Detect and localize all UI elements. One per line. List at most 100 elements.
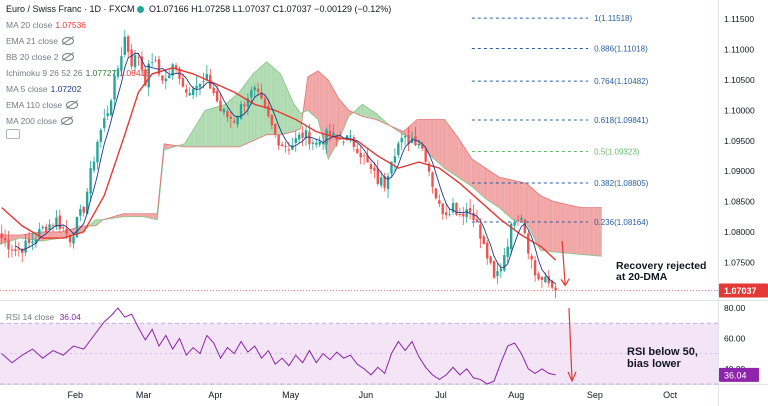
candle[interactable] — [99, 127, 103, 148]
hidden-eye-icon[interactable] — [61, 117, 74, 125]
candle[interactable] — [383, 172, 386, 192]
candle[interactable] — [116, 65, 120, 80]
candle[interactable] — [465, 202, 468, 223]
candle[interactable] — [7, 231, 10, 258]
candle[interactable] — [284, 141, 287, 153]
candle[interactable] — [393, 148, 397, 173]
candle[interactable] — [352, 134, 356, 152]
candle[interactable] — [369, 161, 373, 174]
candle[interactable] — [349, 129, 352, 143]
candle[interactable] — [198, 83, 202, 96]
candle[interactable] — [297, 131, 301, 144]
candle[interactable] — [181, 73, 185, 88]
candle[interactable] — [486, 239, 489, 265]
candle[interactable] — [113, 69, 116, 109]
candle[interactable] — [157, 55, 161, 77]
candle[interactable] — [65, 219, 68, 240]
candle[interactable] — [92, 156, 96, 174]
candle[interactable] — [520, 214, 523, 223]
candle[interactable] — [82, 205, 85, 217]
candle[interactable] — [400, 132, 403, 151]
indicator-legend-ema21[interactable]: EMA 21 close — [6, 36, 74, 46]
candle[interactable] — [106, 105, 109, 121]
candle[interactable] — [270, 114, 274, 130]
candle[interactable] — [229, 111, 232, 128]
candle[interactable] — [188, 87, 191, 97]
candle[interactable] — [441, 202, 444, 220]
candle[interactable] — [140, 51, 144, 75]
candle[interactable] — [31, 232, 34, 251]
candle[interactable] — [448, 208, 451, 217]
candle[interactable] — [315, 138, 318, 149]
candle[interactable] — [342, 140, 345, 146]
candle[interactable] — [127, 35, 130, 59]
candle[interactable] — [537, 271, 540, 281]
candle[interactable] — [554, 283, 557, 299]
indicator-legend-ma5[interactable]: MA 5 close 1.07202 — [6, 84, 81, 94]
candle[interactable] — [451, 197, 455, 215]
candle[interactable] — [523, 218, 527, 235]
candle[interactable] — [10, 244, 14, 258]
indicator-legend-ema110[interactable]: EMA 110 close — [6, 100, 79, 110]
candle[interactable] — [280, 141, 284, 147]
candle[interactable] — [318, 136, 321, 147]
candle[interactable] — [195, 76, 198, 97]
candle[interactable] — [27, 231, 31, 248]
candle[interactable] — [332, 124, 335, 137]
candle[interactable] — [516, 214, 520, 227]
candle[interactable] — [3, 229, 7, 247]
candle[interactable] — [492, 259, 496, 279]
collapse-legend-icon[interactable] — [6, 129, 20, 139]
candle[interactable] — [277, 135, 280, 151]
rsi-legend[interactable]: RSI 14 close 36.04 — [6, 312, 81, 322]
candle[interactable] — [386, 172, 390, 198]
indicator-legend-ichimoku[interactable]: Ichimoku 9 26 52 26 1.07727 1.08415 — [6, 68, 150, 78]
candle[interactable] — [533, 256, 537, 282]
candle[interactable] — [540, 276, 544, 289]
candle[interactable] — [48, 219, 51, 231]
candle[interactable] — [246, 93, 250, 116]
candle[interactable] — [503, 247, 506, 273]
candle[interactable] — [455, 202, 458, 216]
candle[interactable] — [424, 148, 427, 164]
candle[interactable] — [434, 187, 438, 200]
candle[interactable] — [236, 115, 239, 128]
candle[interactable] — [472, 204, 475, 228]
candle[interactable] — [373, 162, 376, 179]
symbol-title[interactable]: Euro / Swiss Franc · 1D · FXCM — [6, 4, 135, 14]
candle[interactable] — [137, 53, 140, 66]
candle[interactable] — [304, 126, 308, 146]
indicator-legend-ma200[interactable]: MA 200 close — [6, 116, 74, 126]
candle[interactable] — [89, 161, 92, 202]
candle[interactable] — [530, 253, 533, 269]
candle[interactable] — [362, 152, 366, 165]
candle[interactable] — [55, 210, 58, 230]
candle[interactable] — [14, 240, 17, 257]
indicator-legend-ma20[interactable]: MA 20 close 1.07536 — [6, 20, 86, 30]
candle[interactable] — [120, 47, 123, 77]
candle[interactable] — [109, 98, 113, 117]
candle[interactable] — [380, 170, 383, 189]
candle[interactable] — [359, 146, 362, 165]
candle[interactable] — [161, 75, 164, 84]
candle[interactable] — [479, 218, 482, 249]
candle[interactable] — [96, 139, 99, 170]
candle[interactable] — [444, 203, 448, 220]
candle[interactable] — [527, 230, 530, 260]
hidden-eye-icon[interactable] — [66, 101, 79, 109]
candle[interactable] — [243, 101, 246, 115]
candle[interactable] — [499, 263, 503, 278]
hidden-eye-icon[interactable] — [62, 53, 75, 61]
candle[interactable] — [130, 43, 133, 70]
candle[interactable] — [414, 126, 417, 147]
candle[interactable] — [226, 108, 229, 122]
candle[interactable] — [256, 82, 260, 97]
candle[interactable] — [462, 206, 465, 225]
candle[interactable] — [24, 234, 27, 257]
candle[interactable] — [62, 225, 65, 232]
candle[interactable] — [85, 187, 89, 215]
candle[interactable] — [321, 133, 325, 151]
candle[interactable] — [205, 65, 209, 81]
candle[interactable] — [58, 209, 62, 233]
